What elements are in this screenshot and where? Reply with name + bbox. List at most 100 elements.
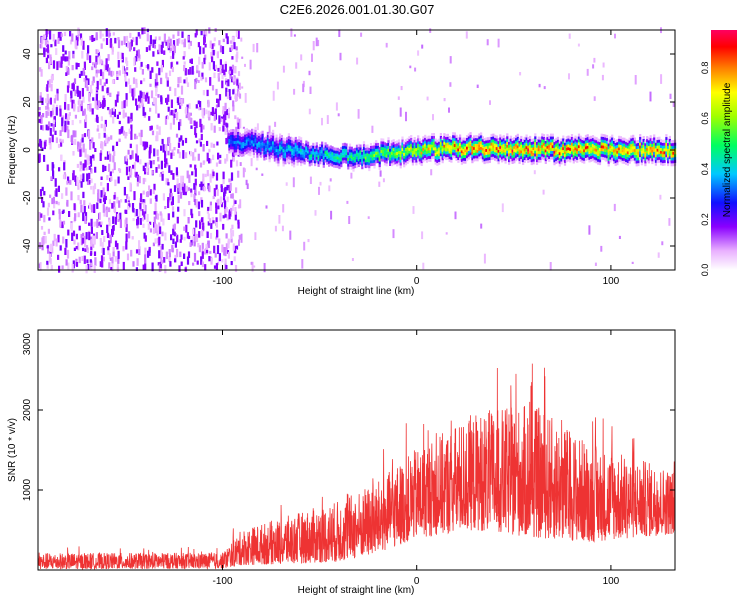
spectrogram-cell	[577, 142, 581, 146]
spectrogram-cell	[485, 148, 488, 152]
spectrogram-cell	[246, 183, 249, 189]
spectrogram-cell	[644, 140, 647, 144]
spectrogram-cell	[93, 265, 96, 273]
spectrogram-cell	[155, 211, 158, 219]
spectrogram-cell	[380, 144, 383, 148]
spectrogram-cell	[357, 158, 360, 162]
spectrogram-cell	[607, 146, 610, 150]
spectrogram-cell	[155, 167, 158, 173]
spectrogram-cell	[224, 158, 227, 164]
spectrogram-cell	[105, 78, 108, 84]
spectrogram-cell	[387, 151, 390, 155]
spectrogram-cell	[360, 32, 363, 37]
spectrogram-cell	[520, 144, 523, 148]
spectrogram-cell	[71, 120, 74, 126]
spectrogram-cell	[366, 161, 369, 165]
spectrogram-cell	[107, 107, 110, 111]
spectrogram-cell	[350, 172, 353, 179]
spectrogram-cell	[132, 37, 135, 42]
spectrogram-cell	[315, 37, 318, 47]
spectrogram-cell	[201, 108, 204, 117]
spectrogram-cell	[51, 162, 54, 171]
spectrogram-cell	[452, 140, 455, 144]
spectrogram-cell	[233, 135, 236, 139]
spectrogram-cell	[609, 147, 612, 151]
spectrogram-cell	[111, 46, 114, 53]
spectrogram-cell	[488, 142, 491, 146]
spectrogram-cell	[291, 160, 294, 164]
spectrogram-cell	[460, 150, 463, 154]
spectrogram-cell	[80, 37, 83, 46]
spectrogram-cell	[324, 148, 327, 152]
spectrogram-cell	[227, 136, 230, 143]
spectrogram-cell	[618, 235, 621, 239]
spectrogram-cell	[161, 173, 164, 181]
spectrogram-cell	[399, 156, 402, 160]
spectrogram-cell	[153, 216, 156, 224]
spectrogram-cell	[235, 152, 238, 156]
spectrogram-cell	[237, 170, 240, 178]
spectrogram-cell	[658, 145, 661, 149]
spectrogram-cell	[415, 162, 418, 166]
spectrogram-cell	[558, 140, 561, 144]
spectrogram-cell	[160, 251, 163, 258]
spectrogram-cell	[256, 131, 259, 135]
spectrogram-cell	[478, 133, 481, 137]
spectrogram-cell	[513, 145, 516, 149]
spectrogram-cell	[46, 207, 50, 216]
spectrogram-cell	[651, 146, 654, 150]
spectrogram-cell	[556, 148, 560, 152]
spectrogram-cell	[317, 39, 320, 47]
spectrogram-cell	[563, 151, 567, 155]
spectrogram-cell	[230, 172, 234, 181]
spectrogram-cell	[146, 162, 149, 168]
spectrogram-cell	[219, 70, 222, 75]
spectrogram-cell	[46, 164, 49, 171]
spectrogram-cell	[159, 267, 162, 272]
spectrogram-cell	[57, 31, 60, 38]
spectrogram-cell	[502, 158, 505, 162]
spectrogram-cell	[268, 144, 271, 148]
spectrogram-cell	[185, 106, 188, 115]
spectrogram-cell	[474, 138, 477, 141]
spectrogram-cell	[429, 158, 432, 162]
spectrogram-cell	[303, 241, 306, 251]
spectrogram-cell	[109, 39, 112, 48]
spectrogram-cell	[609, 153, 612, 157]
spectrogram-cell	[326, 147, 329, 151]
spectrogram-cell	[410, 146, 413, 150]
spectrogram-cell	[663, 154, 666, 158]
spectrogram-cell	[499, 154, 502, 158]
spectrogram-cell	[215, 217, 218, 226]
spectrogram-cell	[247, 152, 250, 156]
spectrogram-cell	[74, 89, 77, 97]
spectrogram-cell	[258, 138, 261, 142]
spectrogram-cell	[103, 64, 106, 72]
spectrogram-cell	[307, 156, 310, 160]
spectrogram-cell	[378, 164, 381, 168]
spectrogram-cell	[69, 179, 72, 185]
spectrogram-cell	[215, 207, 218, 214]
spectrogram-cell	[562, 149, 565, 153]
spectrogram-cell	[314, 151, 317, 155]
spectrogram-cell	[549, 262, 552, 271]
spectrogram-cell	[65, 72, 68, 76]
spectrogram-cell	[167, 182, 170, 186]
spectrogram-cell	[348, 146, 352, 150]
spectrogram-cell	[88, 222, 91, 226]
spectrogram-cell	[424, 155, 427, 158]
spectrogram-cell	[188, 201, 191, 206]
spectrogram-cell	[180, 135, 183, 141]
spectrogram-cell	[126, 194, 129, 199]
spectrogram-cell	[300, 154, 303, 158]
spectrogram-cell	[483, 253, 486, 264]
spectrogram-cell	[369, 148, 373, 152]
spectrogram-cell	[237, 204, 241, 209]
spectrogram-cell	[238, 82, 241, 90]
spectrogram-cell	[331, 152, 334, 156]
spectrogram-cell	[534, 141, 537, 145]
spectrogram-cell	[213, 72, 216, 79]
spectrogram-cell	[92, 185, 95, 195]
spectrogram-cell	[471, 142, 474, 146]
spectrogram-cell	[448, 144, 451, 148]
